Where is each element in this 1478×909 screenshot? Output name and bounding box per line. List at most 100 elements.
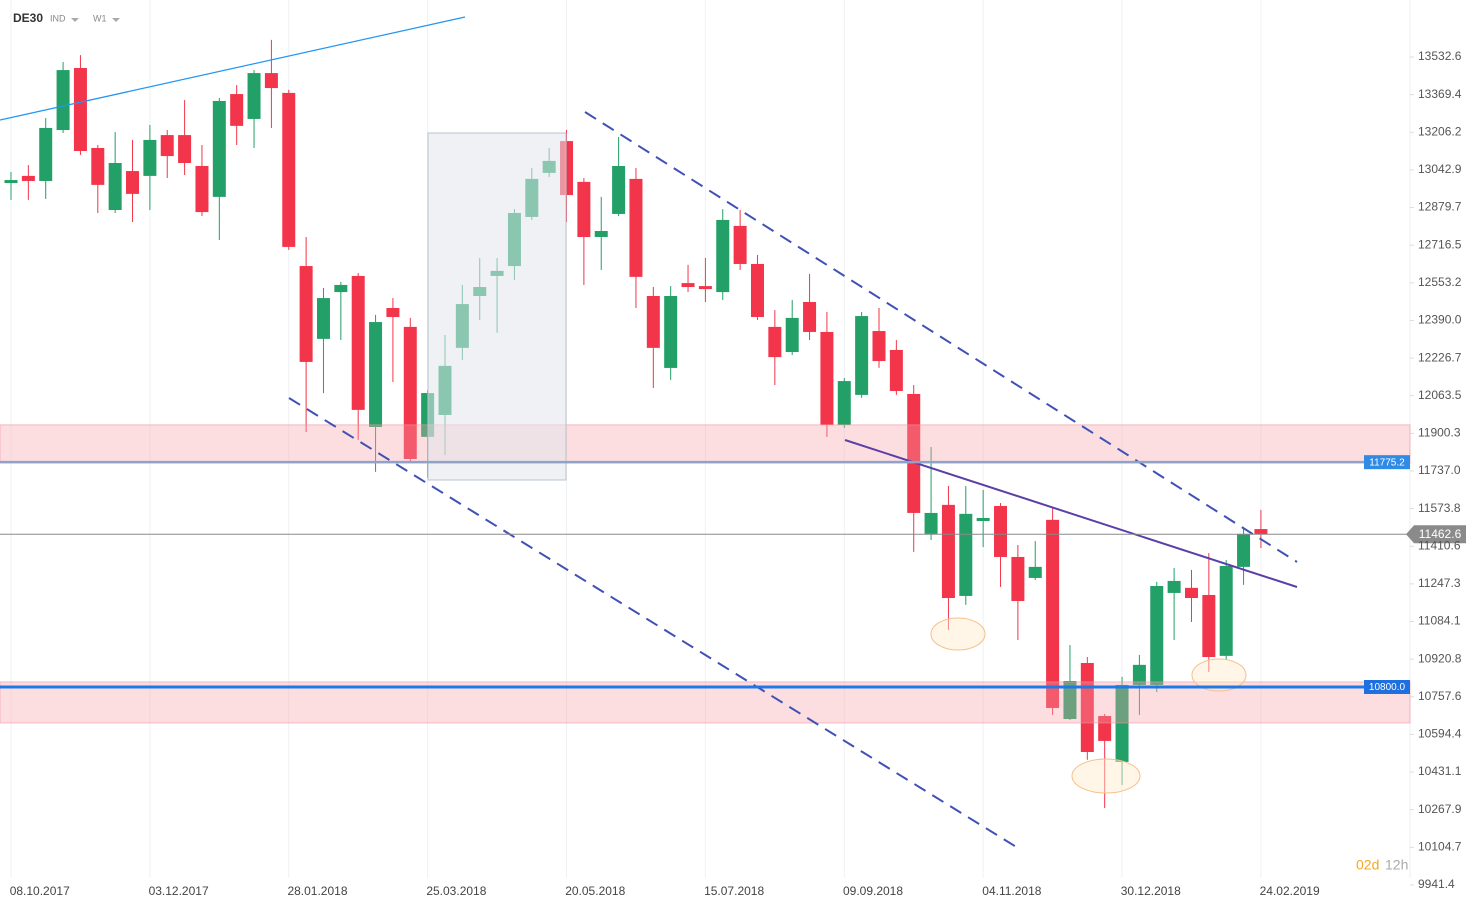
x-tick-label: 20.05.2018 xyxy=(565,884,625,898)
candle-body xyxy=(1080,663,1094,752)
y-tick-label: 12063.5 xyxy=(1418,388,1462,402)
level-label-box xyxy=(1364,455,1410,470)
x-tick-label: 30.12.2018 xyxy=(1121,884,1181,898)
y-tick-label: 12390.0 xyxy=(1418,313,1462,327)
candle-body xyxy=(73,68,87,151)
candle-body xyxy=(1184,587,1198,599)
x-tick-label: 03.12.2017 xyxy=(149,884,209,898)
channel-line xyxy=(584,111,1298,563)
level-label: 10800.0 xyxy=(1369,682,1406,693)
candle-body xyxy=(143,139,157,176)
overlays xyxy=(0,16,1411,849)
y-tick-label: 12226.7 xyxy=(1418,350,1462,364)
candle-body xyxy=(351,275,365,410)
candle-body xyxy=(1254,529,1268,535)
levels: 11775.2 10800.0 11462.6 xyxy=(0,455,1466,694)
dropdown-caret[interactable] xyxy=(112,18,120,22)
candle-body xyxy=(716,219,730,293)
candle-body xyxy=(872,331,886,362)
y-tick-label: 9941.4 xyxy=(1418,877,1455,891)
highlight-box xyxy=(427,132,567,481)
y-tick-label: 11573.8 xyxy=(1418,501,1461,515)
x-tick-label: 04.11.2018 xyxy=(982,884,1041,898)
candle-body xyxy=(924,512,938,534)
candle-body xyxy=(1098,716,1112,741)
candle-body xyxy=(1237,533,1251,567)
candle-body xyxy=(959,513,973,596)
y-tick-label: 11410.6 xyxy=(1418,538,1461,552)
candle-body xyxy=(629,178,643,277)
candle-body xyxy=(1028,566,1042,578)
y-tick-label: 11900.3 xyxy=(1418,426,1461,440)
highlight-ellipse xyxy=(930,617,986,651)
y-tick-label: 10104.7 xyxy=(1418,839,1462,853)
candle-body xyxy=(907,393,921,513)
candle-body xyxy=(1150,586,1164,685)
y-tick-label: 12879.7 xyxy=(1418,200,1462,214)
timer-days: 02d xyxy=(1356,857,1379,873)
last-price-label: 11462.6 xyxy=(1419,527,1462,541)
candle-body xyxy=(594,230,608,237)
level-label-box xyxy=(1364,679,1410,694)
candle-body xyxy=(664,296,678,368)
candle-body xyxy=(1219,565,1233,656)
trend-line xyxy=(0,16,466,121)
candle-body xyxy=(212,100,226,197)
candle-body xyxy=(803,301,817,332)
zone xyxy=(0,424,1411,464)
symbol[interactable]: DE30 xyxy=(13,11,43,25)
candle-body xyxy=(195,165,209,213)
candle-body xyxy=(820,331,834,425)
x-tick-label: 15.07.2018 xyxy=(704,884,764,898)
highlight-ellipse xyxy=(1191,658,1247,692)
candle-body xyxy=(1046,519,1060,708)
candle-body xyxy=(386,307,400,317)
candle-body xyxy=(768,326,782,358)
y-tick-label: 10757.6 xyxy=(1418,689,1462,703)
y-tick-label: 10920.8 xyxy=(1418,651,1462,665)
candle-body xyxy=(282,92,296,247)
candle-body xyxy=(681,283,695,288)
axis: 13532.6 13369.4 13206.2 13042.9 12879.7 12716… xyxy=(10,49,1462,898)
highlight-ellipse xyxy=(1071,758,1141,794)
candle-body xyxy=(612,165,626,214)
candle-body xyxy=(698,286,712,290)
y-tick-label: 13532.6 xyxy=(1418,49,1462,63)
candle-body xyxy=(855,316,869,395)
zone xyxy=(0,681,1411,724)
dropdown-caret[interactable] xyxy=(71,18,79,22)
y-tick-label: 12553.2 xyxy=(1418,275,1462,289)
x-tick-label: 09.09.2018 xyxy=(843,884,903,898)
candle-body xyxy=(403,326,417,459)
candle-body xyxy=(941,504,955,599)
candle-body xyxy=(39,127,53,181)
candle-body xyxy=(108,162,122,211)
x-tick-label: 28.01.2018 xyxy=(287,884,347,898)
y-tick-label: 13206.2 xyxy=(1418,124,1462,138)
candle-body xyxy=(994,506,1008,557)
candle-body xyxy=(4,180,18,184)
trend-line xyxy=(844,439,1298,588)
candle-body xyxy=(91,148,105,185)
y-tick-label: 13042.9 xyxy=(1418,162,1462,176)
candle-body xyxy=(1011,556,1025,601)
y-tick-label: 13369.4 xyxy=(1418,87,1462,101)
candle-body xyxy=(577,181,591,237)
candle-body xyxy=(299,266,313,362)
interval[interactable]: W1 xyxy=(93,13,107,23)
candle-body xyxy=(334,284,348,293)
x-tick-label: 08.10.2017 xyxy=(10,884,70,898)
candle-body xyxy=(264,73,278,89)
candle-body xyxy=(837,381,851,425)
candle-body xyxy=(369,322,383,427)
candle-body xyxy=(1167,580,1181,593)
candle-body xyxy=(750,263,764,317)
x-tick-label: 25.03.2018 xyxy=(426,884,486,898)
market[interactable]: IND xyxy=(50,13,66,23)
candle-body xyxy=(1202,595,1216,658)
y-tick-label: 10594.4 xyxy=(1418,727,1462,741)
y-tick-label: 11084.1 xyxy=(1418,614,1461,628)
candle-body xyxy=(316,298,330,339)
